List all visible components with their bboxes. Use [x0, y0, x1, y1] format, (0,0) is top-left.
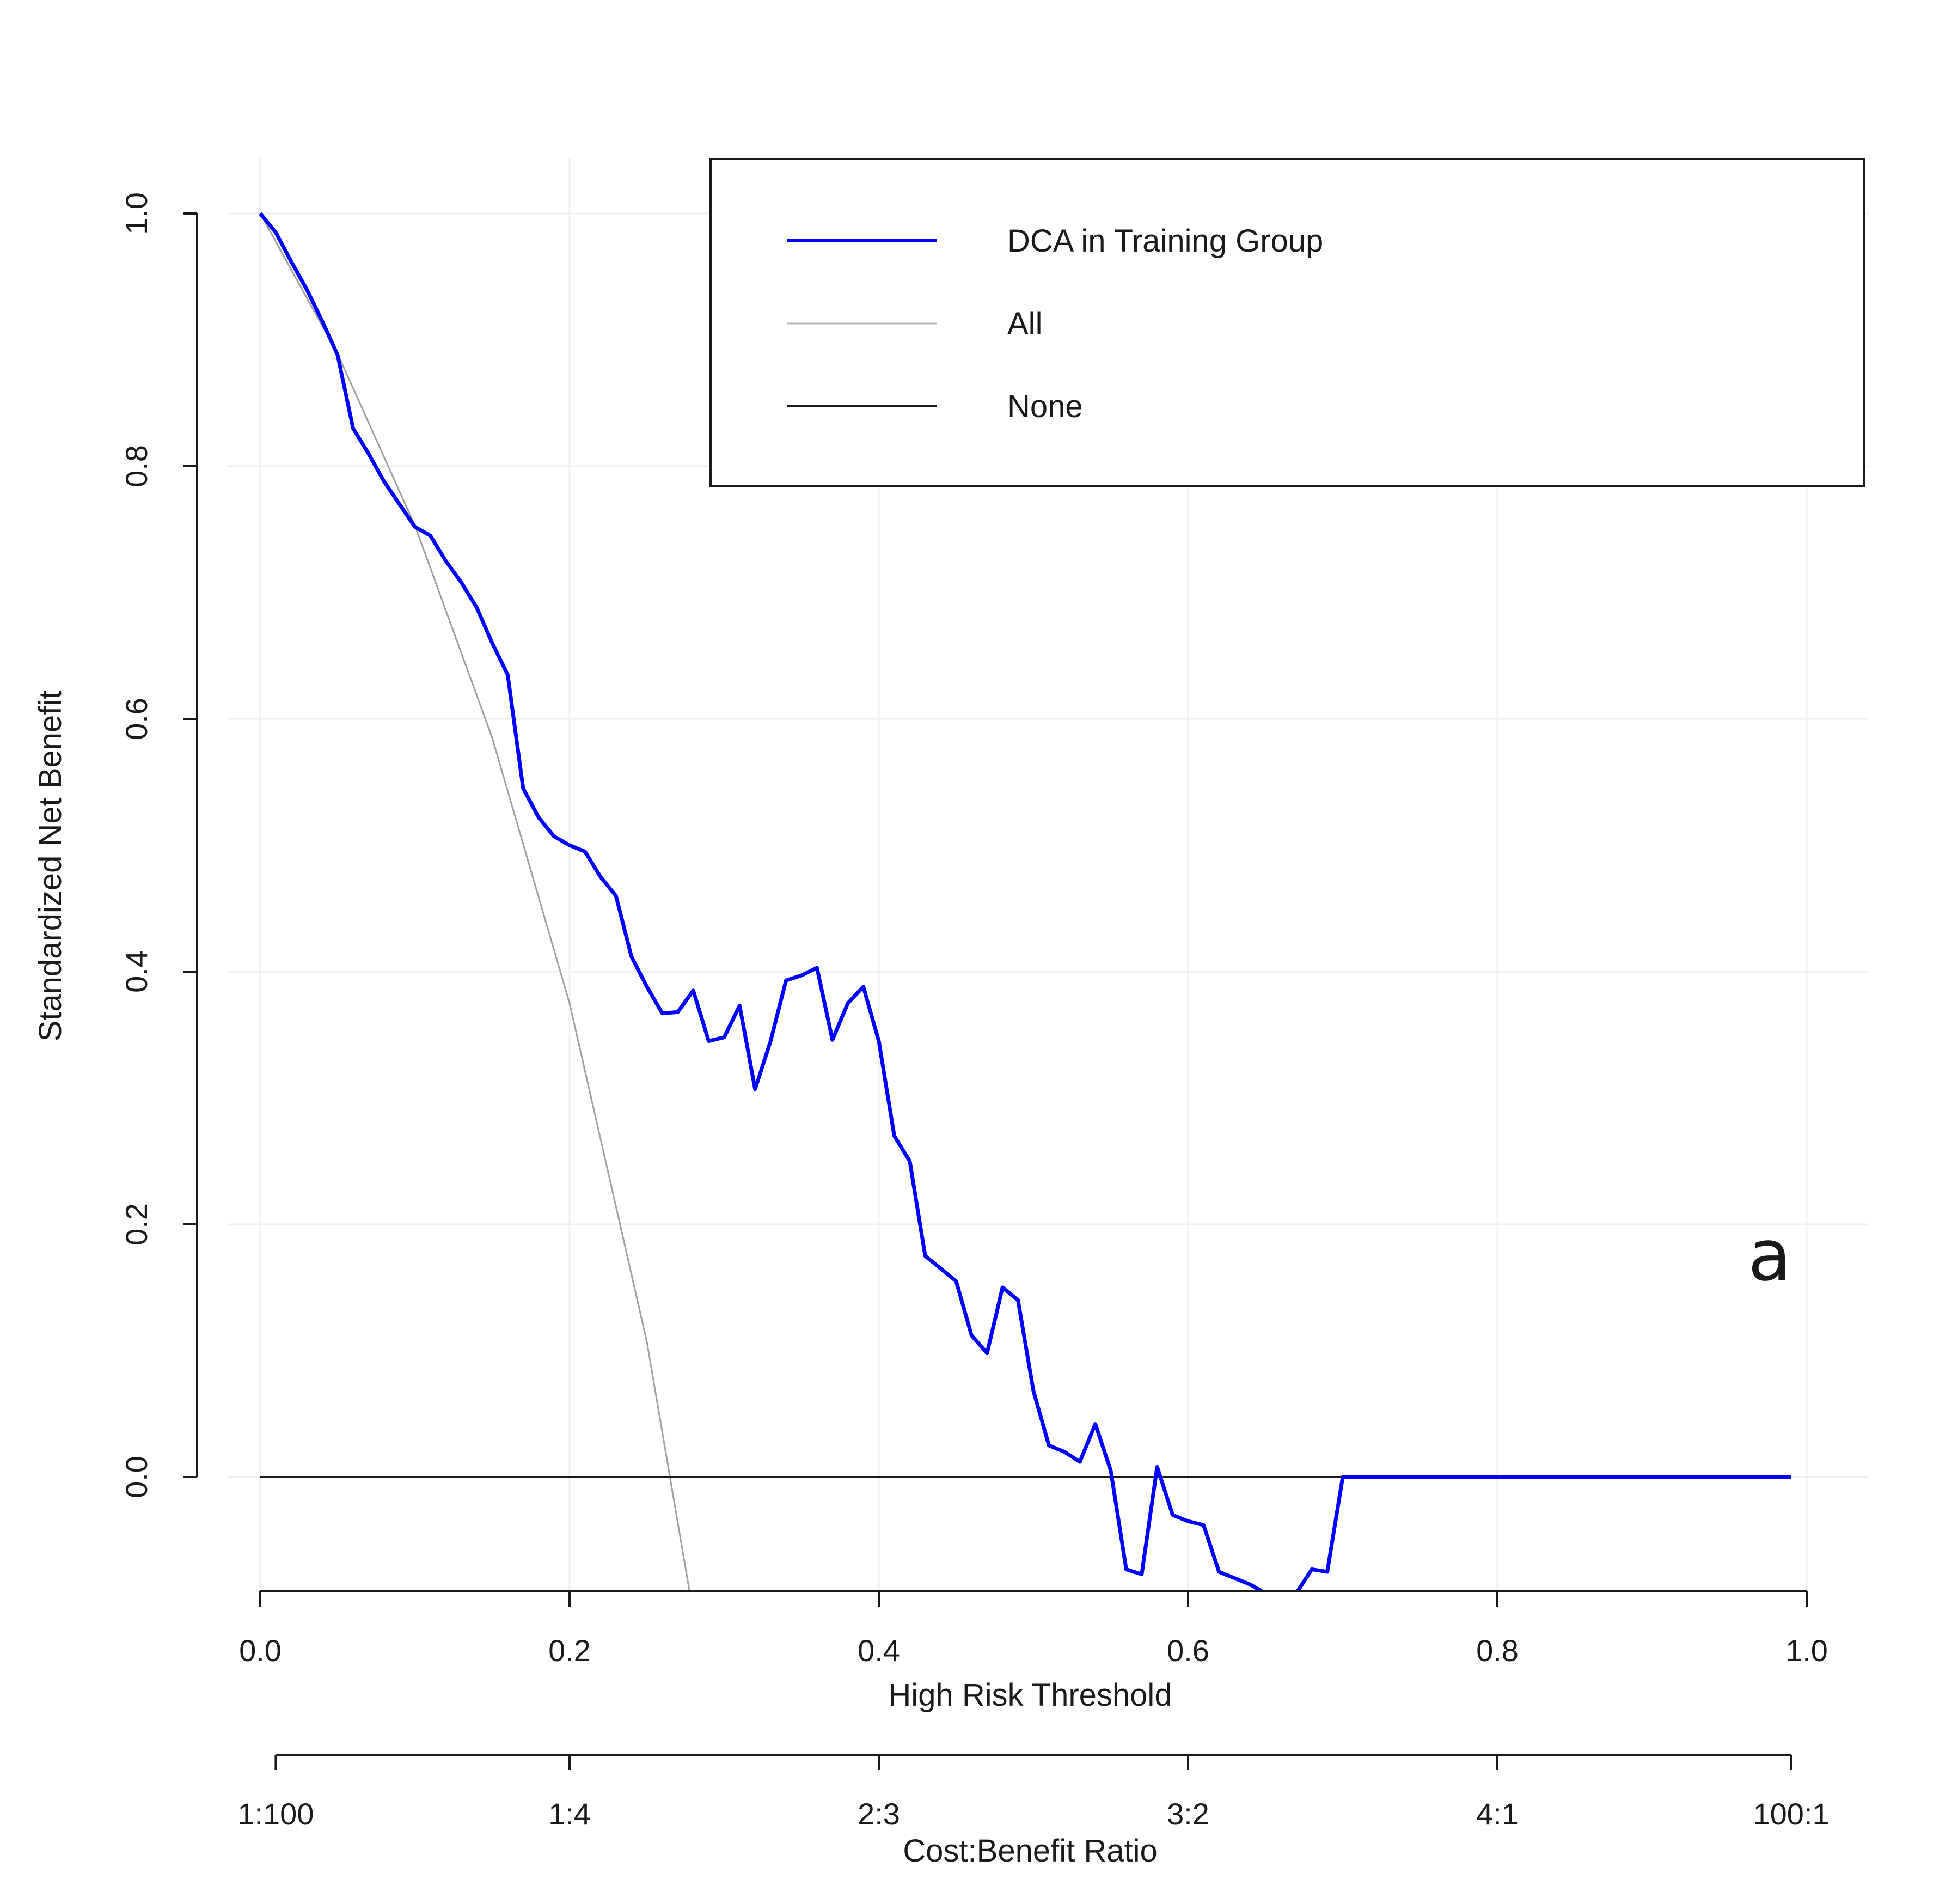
- y-tick-label: 0.8: [119, 445, 154, 487]
- y-tick-label: 0.0: [119, 1456, 154, 1498]
- y-tick-label: 0.6: [119, 698, 154, 740]
- x-tick-label: 0.4: [858, 1633, 900, 1668]
- legend-label-dca: DCA in Training Group: [1007, 223, 1323, 259]
- cost-benefit-tick-label: 1:4: [548, 1797, 591, 1831]
- cost-benefit-tick-label: 2:3: [858, 1797, 900, 1831]
- y-axis-title: Standardized Net Benefit: [33, 691, 68, 1042]
- x-axis: 0.0 0.2 0.4 0.6 0.8 1.0: [239, 1590, 1828, 1668]
- panel-label: a: [1748, 1214, 1791, 1297]
- cost-benefit-tick-label: 1:100: [237, 1797, 314, 1831]
- series-dca-training: [259, 212, 1791, 1591]
- legend-box: [709, 158, 1865, 487]
- legend-label-none: None: [1007, 389, 1083, 424]
- series-all: [259, 213, 772, 1591]
- legend: DCA in Training Group All None: [709, 158, 1865, 487]
- dca-line: [259, 212, 1791, 1591]
- y-tick-label: 1.0: [119, 192, 154, 235]
- x-tick-label: 1.0: [1785, 1633, 1828, 1668]
- x-tick-label: 0.0: [239, 1633, 282, 1668]
- y-axis: 0.0 0.2 0.4 0.6 0.8 1.0: [119, 192, 198, 1498]
- cost-benefit-tick-label: 3:2: [1167, 1797, 1209, 1831]
- all-line: [259, 213, 772, 1591]
- y-tick-label: 0.2: [119, 1203, 154, 1246]
- cost-benefit-axis-title: Cost:Benefit Ratio: [903, 1833, 1157, 1869]
- x-tick-label: 0.6: [1167, 1633, 1209, 1668]
- x-tick-label: 0.2: [548, 1633, 591, 1668]
- cost-benefit-tick-label: 100:1: [1753, 1797, 1829, 1831]
- cost-benefit-tick-label: 4:1: [1476, 1797, 1519, 1831]
- y-tick-label: 0.4: [119, 950, 154, 993]
- x-tick-label: 0.8: [1476, 1633, 1519, 1668]
- cost-benefit-axis: 1:100 1:4 2:3 3:2 4:1 100:1: [237, 1754, 1829, 1831]
- legend-label-all: All: [1007, 306, 1042, 341]
- x-axis-title: High Risk Threshold: [888, 1677, 1172, 1713]
